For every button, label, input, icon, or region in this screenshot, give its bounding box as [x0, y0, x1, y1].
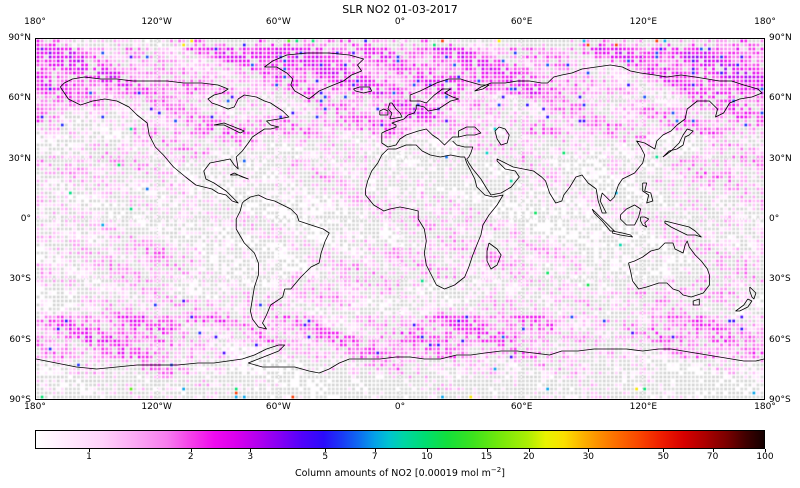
coastline-path	[235, 194, 330, 330]
coastline-path	[387, 102, 403, 120]
colorbar-tick-mark	[325, 449, 327, 452]
lon-tick-label-top: 120°E	[629, 17, 658, 27]
colorbar-label-superscript: −2	[490, 466, 502, 474]
lon-tick-label-bottom: 120°E	[629, 402, 658, 412]
colorbar-tick-label: 30	[582, 452, 595, 462]
colorbar-label-text: Column amounts of NO2 [0.00019 mol m	[295, 468, 491, 480]
colorbar-gradient	[36, 431, 764, 448]
lon-tick-label-top: 120°W	[141, 17, 172, 27]
lat-tick-label-left: 60°S	[9, 334, 31, 345]
coastline-path	[365, 144, 504, 290]
coastline-path	[494, 126, 510, 146]
lat-tick-label-right: 60°N	[769, 93, 792, 104]
colorbar-tick-mark	[427, 449, 428, 452]
lat-tick-label-left: 30°S	[9, 274, 31, 285]
colorbar-tick-label: 3	[247, 452, 254, 462]
colorbar-tick-label: 50	[657, 452, 670, 462]
lat-tick-label-left: 60°N	[8, 93, 31, 104]
colorbar-tick-label: 100	[756, 452, 774, 462]
colorbar-tick-mark	[528, 449, 530, 452]
coastline-path	[36, 344, 764, 374]
colorbar-tick-mark	[486, 449, 488, 452]
colorbar-label-suffix: ]	[501, 468, 505, 480]
lon-tick-label-bottom: 60°E	[510, 402, 533, 412]
lon-tick-label-top: 180°	[754, 17, 776, 27]
colorbar-tick-label: 20	[523, 452, 535, 462]
colorbar-tick-label: 15	[480, 452, 493, 462]
coastline-path	[591, 208, 615, 232]
colorbar-tick-label: 7	[371, 452, 378, 462]
coastline-path	[735, 298, 753, 312]
coastline-path	[452, 140, 474, 160]
lon-tick-label-top: 60°E	[510, 17, 533, 27]
lat-tick-label-left: 90°S	[9, 395, 31, 405]
coastline-path	[379, 108, 389, 116]
lat-tick-label-right: 30°S	[769, 274, 791, 285]
lon-tick-label-bottom: 180°	[24, 402, 46, 412]
coastline-path	[692, 298, 700, 306]
lat-tick-label-right: 30°N	[769, 153, 792, 164]
no2-dot-grid-canvas	[36, 39, 764, 399]
coastlines-svg	[36, 52, 764, 374]
colorbar-tick-mark	[374, 449, 376, 452]
coastline-path	[486, 242, 502, 270]
coastline-path	[628, 240, 710, 298]
lat-tick-label-left: 30°N	[8, 153, 31, 164]
coastline-path	[381, 126, 482, 148]
map-plot	[35, 38, 765, 400]
plot-title: SLR NO2 01-03-2017	[342, 3, 458, 16]
coastline-path	[353, 86, 373, 94]
lat-tick-label-right: 90°S	[769, 395, 791, 405]
colorbar-tick-mark	[712, 449, 714, 452]
colorbar-tick-mark	[765, 449, 766, 452]
lat-tick-label-left: 90°N	[8, 33, 31, 43]
lon-tick-label-bottom: 60°W	[265, 402, 291, 412]
colorbar-tick-label: 5	[322, 452, 329, 462]
colorbar-axis-label: Column amounts of NO2 [0.00019 mol m−2]	[0, 466, 800, 479]
colorbar-tick-label: 70	[706, 452, 719, 462]
coastline-path	[264, 52, 364, 100]
lon-tick-label-bottom: 180°	[754, 402, 776, 412]
coastline-path	[229, 172, 249, 180]
lat-tick-label-right: 90°N	[769, 33, 792, 43]
lon-tick-label-top: 0°	[394, 17, 406, 27]
colorbar	[35, 430, 765, 449]
coastline-path	[662, 128, 694, 158]
colorbar-tick-mark	[663, 449, 665, 452]
colorbar-tick-mark	[250, 449, 252, 452]
coastline-path	[620, 204, 641, 226]
colorbar-tick-label: 1	[86, 452, 92, 462]
colorbar-tick-label: 2	[187, 452, 194, 462]
coastline-path	[611, 230, 633, 238]
colorbar-tick-label: 10	[421, 452, 433, 462]
lat-tick-label-right: 60°S	[769, 334, 791, 345]
coastline-path	[642, 182, 654, 204]
coastline-path	[640, 216, 650, 228]
lat-tick-label-right: 0°	[769, 214, 780, 224]
lon-tick-label-top: 180°	[24, 17, 46, 27]
coastline-path	[213, 122, 245, 134]
coastline-path	[749, 286, 757, 300]
coastline-path	[381, 64, 763, 214]
lon-tick-label-bottom: 120°W	[141, 402, 172, 412]
lon-tick-label-top: 60°W	[265, 17, 291, 27]
lon-tick-label-bottom: 0°	[394, 402, 406, 412]
lat-tick-label-left: 0°	[20, 214, 31, 224]
colorbar-tick-mark	[190, 449, 192, 452]
coastline-path	[59, 76, 290, 204]
coastline-path	[664, 220, 702, 238]
colorbar-tick-mark	[89, 449, 90, 452]
colorbar-tick-mark	[588, 449, 590, 452]
